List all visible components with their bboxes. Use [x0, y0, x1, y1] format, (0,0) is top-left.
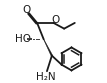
Text: O: O: [22, 5, 31, 15]
Text: H₂N: H₂N: [36, 72, 55, 82]
Polygon shape: [44, 39, 53, 56]
Text: HO: HO: [15, 34, 31, 44]
Text: O: O: [51, 15, 59, 25]
